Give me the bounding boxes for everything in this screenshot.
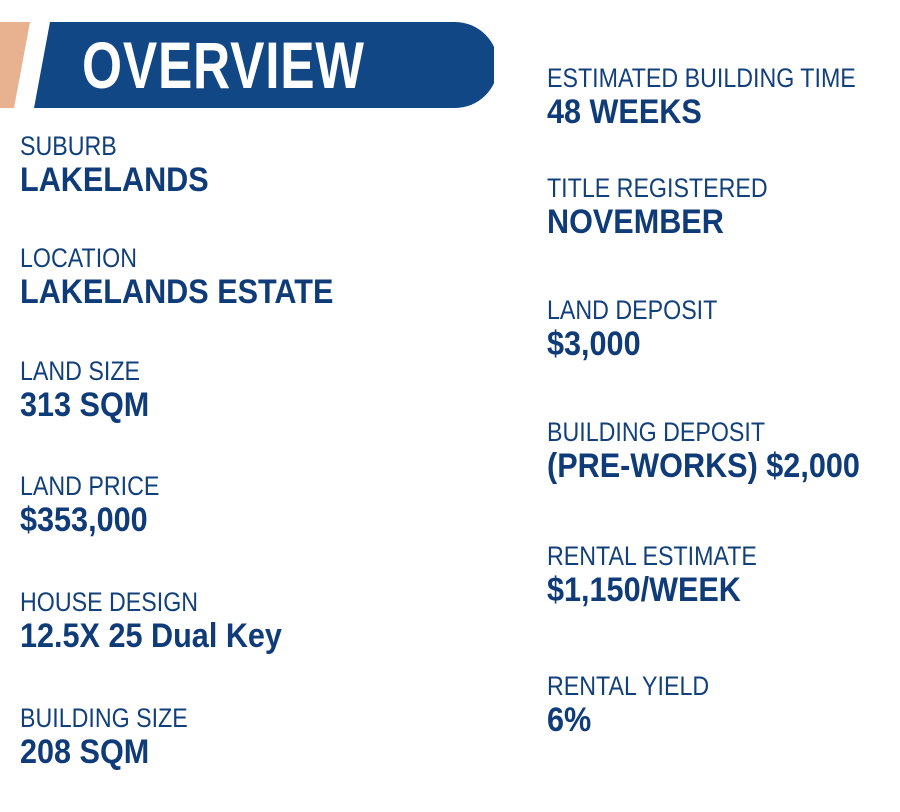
- detail-value: LAKELANDS ESTATE: [20, 273, 334, 311]
- detail-label: SUBURB: [20, 131, 117, 161]
- detail-label: HOUSE DESIGN: [20, 587, 199, 617]
- detail-label: LAND SIZE: [20, 356, 141, 386]
- detail-value: NOVEMBER: [547, 203, 724, 241]
- detail-item-location: LOCATION LAKELANDS ESTATE: [20, 242, 368, 312]
- detail-item-building-time: ESTIMATED BUILDING TIME 48 WEEKS: [547, 62, 900, 132]
- detail-value: LAKELANDS: [20, 161, 209, 199]
- detail-label: TITLE REGISTERED: [547, 173, 768, 203]
- detail-item-title-registered: TITLE REGISTERED NOVEMBER: [547, 172, 804, 242]
- detail-item-rental-yield: RENTAL YIELD 6%: [547, 670, 736, 740]
- accent-stripe: [0, 22, 30, 108]
- detail-value: (PRE-WORKS) $2,000: [547, 447, 860, 485]
- detail-value: 48 WEEKS: [547, 93, 702, 131]
- detail-item-land-size: LAND SIZE 313 SQM: [20, 355, 164, 425]
- banner-body: [34, 22, 494, 108]
- detail-label: LOCATION: [20, 243, 137, 273]
- detail-item-rental-estimate: RENTAL ESTIMATE $1,150/WEEK: [547, 540, 791, 610]
- detail-item-house-design: HOUSE DESIGN 12.5X 25 Dual Key: [20, 586, 311, 656]
- detail-value: $1,150/WEEK: [547, 571, 741, 609]
- detail-label: ESTIMATED BUILDING TIME: [547, 63, 856, 93]
- detail-value: $353,000: [20, 501, 148, 539]
- detail-value: $3,000: [547, 325, 641, 363]
- overview-banner: OVERVIEW: [0, 22, 494, 108]
- detail-item-building-size: BUILDING SIZE 208 SQM: [20, 702, 215, 772]
- detail-item-land-deposit: LAND DEPOSIT $3,000: [547, 294, 745, 364]
- detail-item-suburb: SUBURB LAKELANDS: [20, 130, 230, 200]
- detail-value: 6%: [547, 701, 592, 739]
- detail-item-land-price: LAND PRICE $353,000: [20, 470, 182, 540]
- detail-label: LAND DEPOSIT: [547, 295, 718, 325]
- detail-label: LAND PRICE: [20, 471, 160, 501]
- detail-value: 208 SQM: [20, 733, 150, 771]
- page-title: OVERVIEW: [82, 28, 365, 102]
- detail-value: 12.5X 25 Dual Key: [20, 617, 282, 655]
- detail-value: 313 SQM: [20, 386, 150, 424]
- detail-item-building-deposit: BUILDING DEPOSIT (PRE-WORKS) $2,000: [547, 416, 895, 486]
- detail-label: BUILDING SIZE: [20, 703, 188, 733]
- detail-label: RENTAL ESTIMATE: [547, 541, 757, 571]
- banner-shape: [0, 22, 494, 108]
- detail-label: BUILDING DEPOSIT: [547, 417, 766, 447]
- detail-label: RENTAL YIELD: [547, 671, 710, 701]
